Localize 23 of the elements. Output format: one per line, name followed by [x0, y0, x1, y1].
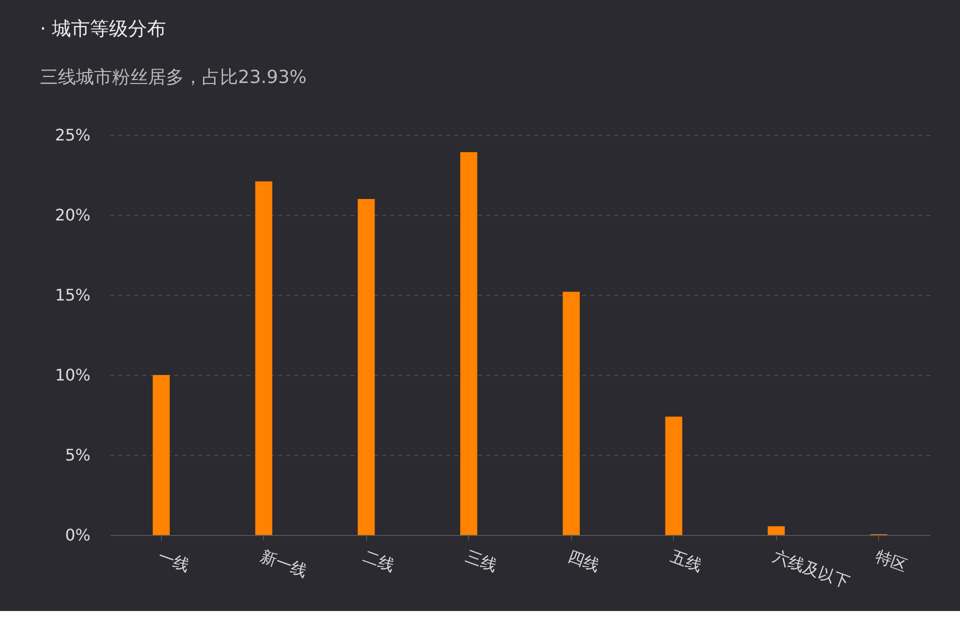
bar [562, 292, 580, 535]
chart-subtitle: 三线城市粉丝居多，占比23.93% [40, 67, 307, 88]
x-tick-label: 六线及以下 [770, 546, 852, 592]
x-tick-label: 二线 [360, 546, 398, 576]
y-tick-label: 10% [54, 366, 90, 384]
bar [768, 526, 785, 535]
x-tick-label: 五线 [668, 546, 705, 576]
y-tick-label: 20% [54, 206, 90, 224]
bar [358, 199, 375, 535]
y-tick-label: 5% [65, 446, 90, 464]
bar [460, 152, 478, 535]
x-tick-label: 三线 [462, 546, 500, 576]
y-tick-label: 0% [65, 526, 90, 544]
y-tick-label: 15% [54, 286, 90, 304]
bar [152, 375, 170, 535]
x-tick-label: 新一线 [258, 546, 310, 581]
y-tick-label: 25% [54, 126, 90, 144]
chart-title: · 城市等级分布 [40, 18, 166, 40]
x-tick-label: 一线 [155, 546, 192, 576]
x-tick-label: 特区 [872, 546, 910, 576]
x-tick-label: 四线 [565, 546, 602, 576]
bar [665, 416, 682, 535]
bar [255, 181, 272, 535]
